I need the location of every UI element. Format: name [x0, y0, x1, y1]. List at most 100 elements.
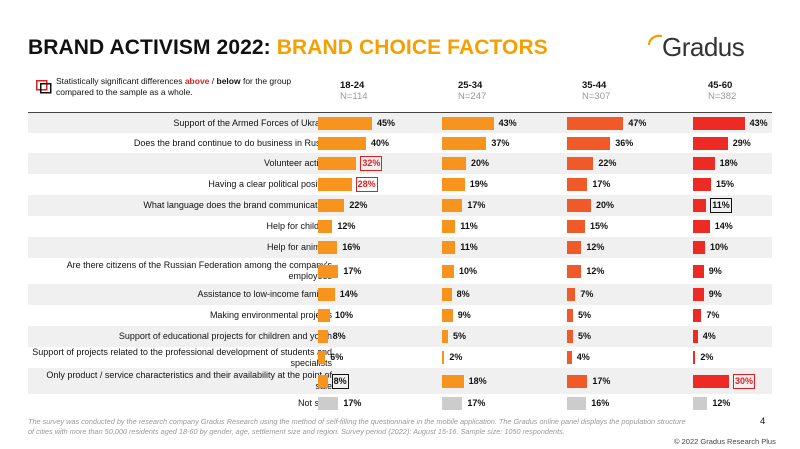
- data-label: 22%: [598, 158, 617, 168]
- bar: [567, 330, 573, 343]
- chart-row: Help for children 12% 11% 15% 14%: [28, 216, 772, 237]
- data-label: 14%: [714, 221, 733, 231]
- bar: [442, 116, 494, 130]
- data-label: 20%: [596, 200, 615, 210]
- data-label: 16%: [342, 242, 361, 252]
- bar: [693, 309, 702, 322]
- data-label: 40%: [371, 137, 390, 148]
- data-label: 15%: [716, 179, 735, 189]
- data-label: 7%: [706, 310, 720, 320]
- bar: [567, 199, 591, 212]
- chart-row: Help for animals 16% 11% 12% 10%: [28, 237, 772, 258]
- bar: [693, 199, 707, 212]
- bar: [318, 330, 328, 343]
- data-label: 17%: [343, 398, 362, 408]
- column-header-45-60: 45-60 N=382: [708, 80, 737, 102]
- data-label: 37%: [491, 137, 510, 148]
- data-label: 4%: [576, 352, 590, 362]
- data-label: 6%: [330, 352, 344, 362]
- data-label: 28%: [355, 177, 378, 192]
- gradus-logo: Gradus: [646, 28, 776, 64]
- bar: [318, 136, 366, 150]
- chart-row: Assistance to low-income families 14% 8% 7%…: [28, 284, 772, 305]
- data-label: 12%: [712, 398, 731, 408]
- data-label: 17%: [592, 375, 611, 386]
- title-part-orange: BRAND CHOICE FACTORS: [276, 36, 548, 59]
- data-label: 19%: [469, 179, 488, 189]
- chart-body: Support of the Armed Forces of Ukraine 45…: [28, 113, 772, 413]
- data-label: 10%: [710, 242, 729, 252]
- bar: [442, 220, 456, 233]
- data-label: 16%: [591, 398, 610, 408]
- category-label: Only product / service characteristics a…: [46, 370, 332, 391]
- survey-footnote: The survey was conducted by the research…: [28, 417, 686, 436]
- bar: [318, 309, 330, 322]
- data-label: 8%: [332, 331, 346, 341]
- bar: [442, 136, 487, 150]
- bar: [567, 241, 582, 254]
- data-label: 11%: [460, 242, 478, 252]
- data-label: 30%: [733, 373, 756, 389]
- bar: [693, 264, 704, 278]
- data-label: 29%: [732, 137, 751, 148]
- data-label: 11%: [460, 221, 478, 231]
- category-label: Does the brand continue to do business i…: [133, 137, 332, 148]
- column-header-18-24: 18-24 N=114: [340, 80, 368, 102]
- data-label: 12%: [586, 242, 605, 252]
- bar: [442, 288, 452, 301]
- bar: [693, 136, 728, 150]
- bar: [567, 178, 588, 191]
- header-divider: [28, 112, 772, 113]
- bar: [567, 136, 611, 150]
- data-label: 5%: [453, 331, 467, 341]
- bar: [567, 397, 587, 410]
- data-label: 17%: [343, 265, 362, 276]
- copyright-text: © 2022 Gradus Research Plus: [674, 437, 776, 446]
- bar: [318, 220, 333, 233]
- category-label: Help for animals: [266, 242, 332, 252]
- chart-row: What language does the brand communicate…: [28, 195, 772, 216]
- category-label: Making environmental projects: [209, 310, 332, 320]
- data-label: 18%: [468, 375, 487, 386]
- bar: [318, 199, 345, 212]
- data-label: 8%: [456, 289, 470, 299]
- data-label: 36%: [615, 137, 634, 148]
- bar: [567, 220, 585, 233]
- data-label: 47%: [628, 117, 647, 128]
- bar: [442, 374, 464, 388]
- data-label: 14%: [339, 289, 358, 299]
- chart-row: Making environmental projects 10% 9% 5% 7%: [28, 305, 772, 326]
- data-label: 2%: [700, 352, 714, 362]
- legend-text: Statistically significant differences ab…: [56, 76, 292, 97]
- column-header-35-44: 35-44 N=307: [582, 80, 611, 102]
- bar: [442, 199, 463, 212]
- bar: [567, 309, 573, 322]
- bar: [318, 116, 372, 130]
- data-label: 2%: [449, 352, 463, 362]
- bar: [567, 264, 582, 278]
- data-label: 20%: [471, 158, 490, 168]
- chart-row: Support of projects related to the profe…: [28, 347, 772, 368]
- bar: [318, 178, 352, 191]
- bar: [442, 309, 453, 322]
- logo-wordmark: Gradus: [662, 32, 745, 62]
- bar: [318, 157, 357, 170]
- column-header-25-34: 25-34 N=247: [458, 80, 487, 102]
- chart-row: Having a clear political position 28% 19% 1…: [28, 174, 772, 195]
- data-label: 17%: [592, 179, 611, 189]
- data-label: 32%: [360, 156, 383, 171]
- data-label: 43%: [498, 117, 517, 128]
- bar: [567, 116, 624, 130]
- category-label: Not sure: [297, 398, 332, 408]
- data-label: 18%: [719, 158, 738, 168]
- data-label: 17%: [467, 398, 486, 408]
- data-label: 4%: [702, 331, 716, 341]
- chart-row: Not sure 17% 17% 16% 12%: [28, 394, 772, 413]
- data-label: 11%: [710, 198, 732, 213]
- data-label: 9%: [708, 265, 722, 276]
- bar: [318, 397, 339, 410]
- title-part-black: BRAND ACTIVISM 2022:: [28, 36, 277, 59]
- data-label: 12%: [337, 221, 356, 231]
- category-label: What language does the brand communicate…: [143, 200, 332, 210]
- logo-mark-icon: [647, 34, 663, 46]
